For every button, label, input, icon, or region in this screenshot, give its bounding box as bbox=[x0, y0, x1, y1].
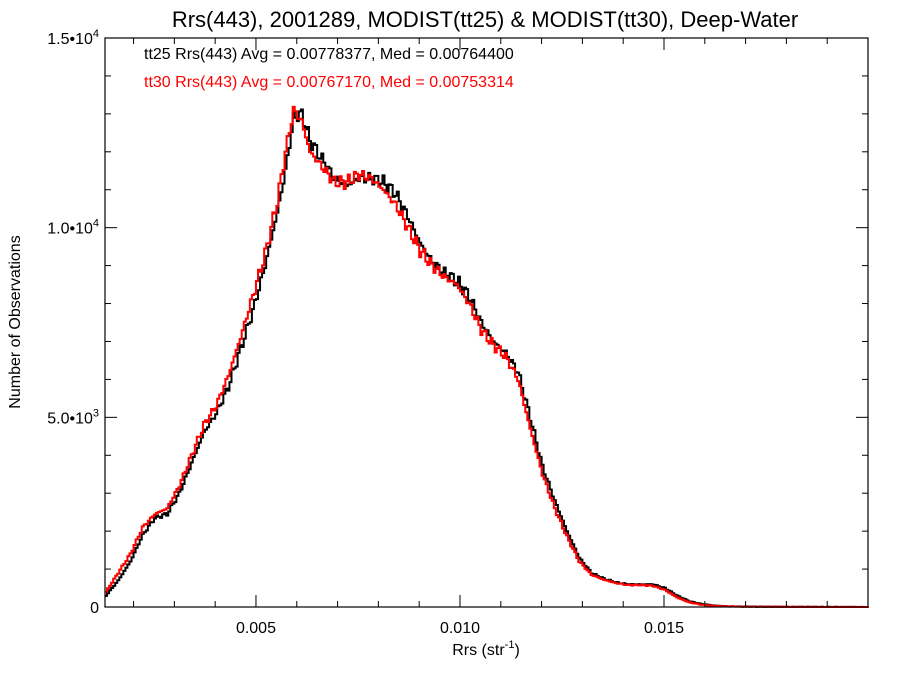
y-tick-label: 1.5•104 bbox=[47, 28, 99, 48]
legend-entry-tt25: tt25 Rrs(443) Avg = 0.00778377, Med = 0.… bbox=[144, 46, 514, 63]
plot-frame bbox=[104, 37, 869, 608]
x-tick-label: 0.010 bbox=[440, 620, 480, 637]
y-tick-label-exponent: 4 bbox=[93, 218, 99, 230]
y-tick-label-exponent: 4 bbox=[93, 28, 99, 40]
y-tick-label-mantissa: 1.5•10 bbox=[47, 31, 93, 48]
ticks-layer bbox=[105, 37, 868, 608]
y-tick-label-exponent: 3 bbox=[93, 407, 99, 419]
x-tick-label: 0.005 bbox=[236, 620, 276, 637]
y-tick-label: 5.0•103 bbox=[47, 407, 99, 427]
x-tick-label: 0.015 bbox=[644, 620, 684, 637]
series-layer bbox=[105, 105, 869, 608]
series-line-tt25 bbox=[105, 108, 869, 608]
x-axis-label-tail: ) bbox=[514, 642, 519, 659]
series-line-tt30 bbox=[105, 105, 869, 608]
x-axis-label-text: Rrs (str bbox=[452, 642, 505, 659]
x-axis-label: Rrs (str-1) bbox=[452, 639, 520, 659]
y-tick-label: 1.0•104 bbox=[47, 218, 99, 238]
x-axis-label-exponent: -1 bbox=[505, 639, 515, 651]
y-tick-label: 0 bbox=[90, 600, 99, 617]
y-tick-label-mantissa: 1.0•10 bbox=[47, 221, 93, 238]
y-tick-label-mantissa: 0 bbox=[90, 600, 99, 617]
chart-title: Rrs(443), 2001289, MODIST(tt25) & MODIST… bbox=[172, 7, 798, 32]
legend-entry-tt30: tt30 Rrs(443) Avg = 0.00767170, Med = 0.… bbox=[144, 74, 514, 91]
y-tick-label-mantissa: 5.0•10 bbox=[47, 410, 93, 427]
y-axis-label: Number of Observations bbox=[7, 235, 24, 408]
